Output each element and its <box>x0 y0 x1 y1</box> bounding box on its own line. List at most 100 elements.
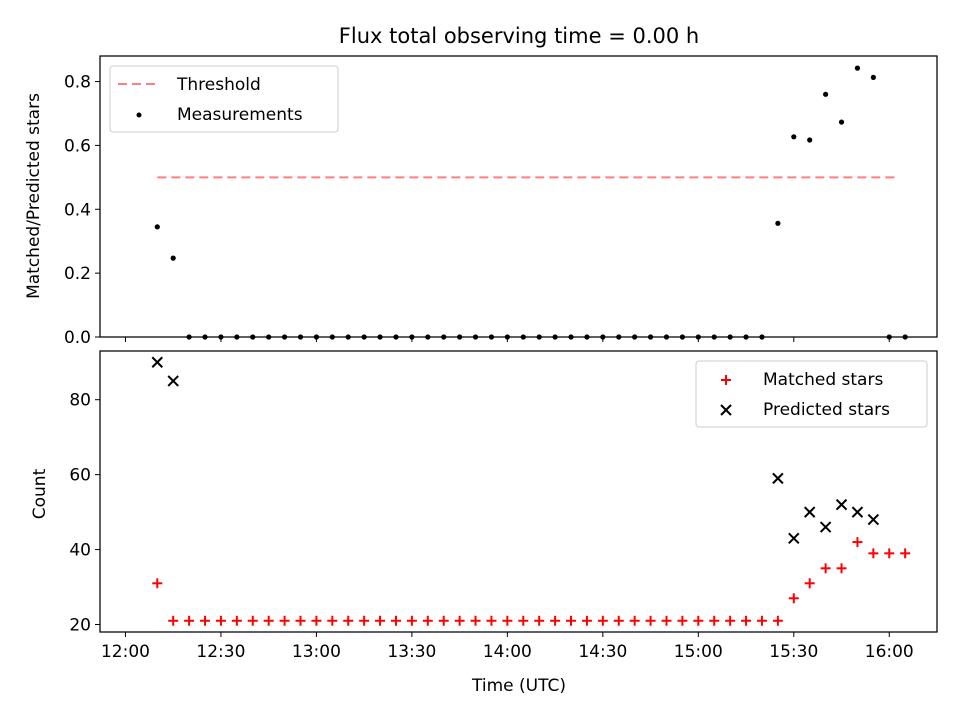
matched-star-point <box>152 578 163 589</box>
count-y-axis-label: Count <box>30 468 50 519</box>
measurement-point <box>552 334 558 340</box>
matched-star-point <box>311 615 322 626</box>
measurement-point <box>504 334 510 340</box>
matched-star-point <box>725 615 736 626</box>
measurement-point <box>632 334 638 340</box>
matched-star-point <box>375 615 386 626</box>
measurement-point <box>584 334 590 340</box>
measurement-point <box>425 334 431 340</box>
x-tick-label: 16:00 <box>865 642 914 662</box>
matched-star-point <box>868 548 879 559</box>
matched-star-point <box>581 615 592 626</box>
ratio-y-axis-label: Matched/Predicted stars <box>24 93 44 299</box>
count-y-tick-label: 60 <box>69 466 91 486</box>
matched-star-point <box>215 615 226 626</box>
measurements-series <box>154 65 908 340</box>
predicted-legend-marker <box>720 404 732 416</box>
x-tick-label: 12:30 <box>196 642 245 662</box>
count-legend-box <box>695 360 928 428</box>
ratio-y-tick-label: 0.0 <box>64 328 91 348</box>
count-x-ticks: 12:00 12:30 13:00 13:30 14:00 14:30 15:00 15:30… <box>101 632 914 662</box>
matched-star-point <box>741 615 752 626</box>
matched-star-point <box>470 615 481 626</box>
matched-star-point <box>820 563 831 574</box>
matched-legend-label: Matched stars <box>763 370 883 390</box>
matched-star-point <box>343 615 354 626</box>
ratio-y-tick-label: 0.8 <box>64 73 91 93</box>
measurement-point <box>695 334 701 340</box>
measurement-point <box>743 334 749 340</box>
matched-star-point <box>295 615 306 626</box>
measurement-point <box>854 65 861 71</box>
ratio-panel-frame <box>99 55 938 338</box>
measurement-point <box>297 334 304 340</box>
measurement-point <box>886 334 892 340</box>
matched-star-point <box>327 615 338 626</box>
count-panel-frame <box>99 350 938 633</box>
predicted-legend-label: Predicted stars <box>763 400 890 420</box>
measurement-point <box>329 334 335 340</box>
x-axis-label: Time (UTC) <box>471 676 566 696</box>
ratio-y-tick-label: 0.2 <box>64 264 91 284</box>
x-tick-label: 14:30 <box>578 642 627 662</box>
x-tick-label: 14:00 <box>483 642 532 662</box>
measurement-point <box>711 334 717 340</box>
matched-star-point <box>486 615 497 626</box>
predicted-star-point <box>803 506 816 518</box>
ratio-legend-box <box>109 65 339 133</box>
measurements-legend-label: Measurements <box>177 105 303 125</box>
matched-star-point <box>438 615 449 626</box>
matched-legend-marker <box>721 375 731 385</box>
matched-star-point <box>550 615 561 626</box>
predicted-star-point <box>772 472 784 485</box>
x-tick-label: 15:00 <box>674 642 723 662</box>
predicted-star-point <box>835 498 848 511</box>
measurement-point <box>234 334 240 340</box>
measurement-point <box>870 74 876 80</box>
matched-star-point <box>756 615 767 626</box>
matched-stars-series <box>152 537 911 626</box>
measurement-point <box>409 334 415 340</box>
measurement-point <box>520 334 526 340</box>
predicted-star-point <box>788 532 800 545</box>
measurement-point <box>759 334 765 340</box>
measurement-point <box>266 334 272 340</box>
measurement-point <box>170 255 176 261</box>
matched-star-point <box>566 615 577 626</box>
matched-star-point <box>518 615 529 626</box>
measurement-point <box>377 334 383 340</box>
measurement-point <box>250 334 256 340</box>
ratio-y-ticks: 0.0 0.2 0.4 0.6 0.8 <box>64 73 100 348</box>
measurement-point <box>536 334 542 340</box>
measurement-point <box>791 134 797 140</box>
ratio-y-tick-label: 0.4 <box>64 200 91 220</box>
measurement-point <box>218 334 224 340</box>
measurement-point <box>186 334 192 340</box>
measurement-point <box>600 334 606 340</box>
predicted-star-point <box>819 521 832 533</box>
matched-star-point <box>677 615 688 626</box>
matched-star-point <box>534 615 545 626</box>
matched-star-point <box>772 615 783 626</box>
matched-star-point <box>168 615 179 626</box>
matched-star-point <box>900 548 911 559</box>
measurement-point <box>313 334 320 340</box>
matched-legend-swatch <box>721 375 731 385</box>
matched-star-point <box>597 615 608 626</box>
matched-star-point <box>661 615 672 626</box>
measurement-point <box>472 334 479 340</box>
x-tick-label: 13:30 <box>387 642 436 662</box>
measurement-point <box>441 334 447 340</box>
matched-star-point <box>629 615 640 626</box>
matched-star-point <box>852 537 863 548</box>
matched-star-point <box>247 615 258 626</box>
x-tick-label: 13:00 <box>292 642 341 662</box>
measurement-point <box>727 334 733 340</box>
matched-star-point <box>709 615 720 626</box>
predicted-star-point <box>851 506 864 518</box>
matched-star-point <box>279 615 290 626</box>
measurement-point <box>345 334 351 340</box>
matched-star-point <box>454 615 465 626</box>
